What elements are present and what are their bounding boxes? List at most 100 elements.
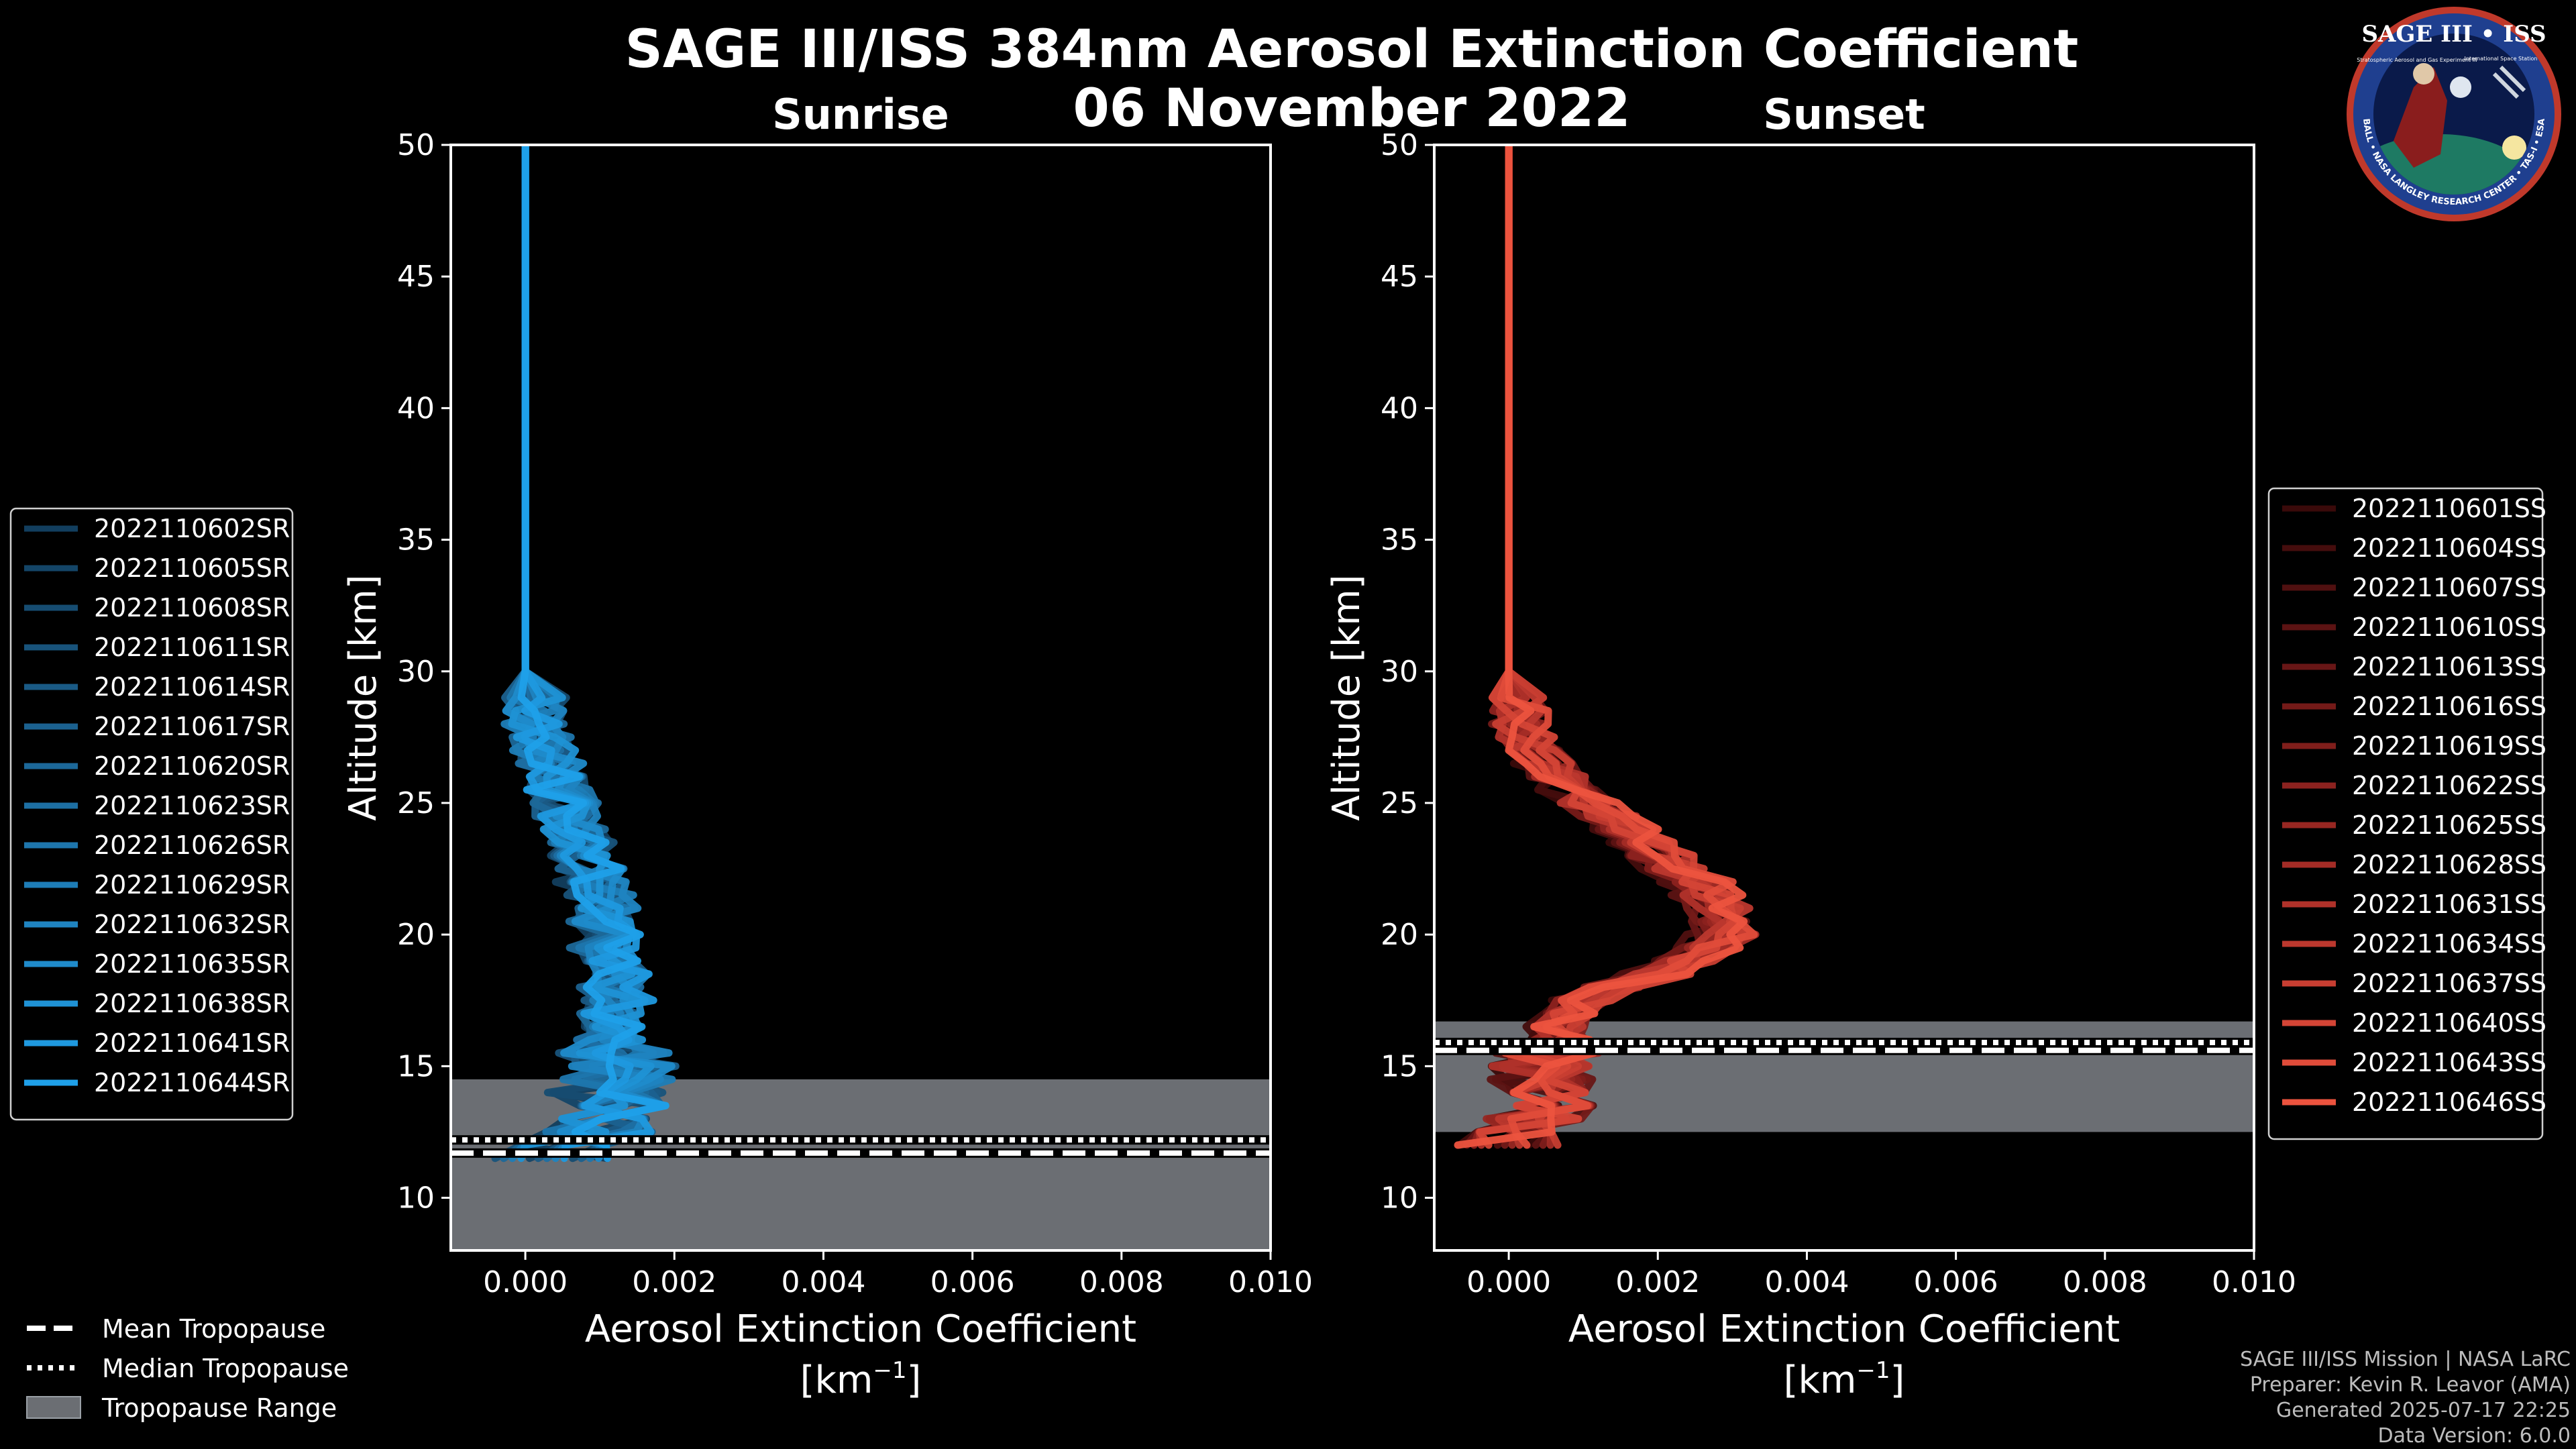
logo-figure-robe: [2394, 67, 2447, 168]
y-tick-label: 50: [1381, 128, 1418, 162]
profile-2022110646SS: [1454, 145, 1748, 1149]
x-tick-label: 0.010: [2212, 1265, 2296, 1299]
legend-entry-label: 2022110601SS: [2352, 494, 2546, 523]
credit-line: Generated 2025-07-17 22:25: [2276, 1399, 2571, 1422]
x-tick-label: 0.006: [930, 1265, 1015, 1299]
tropopause-range-swatch: [26, 1396, 81, 1419]
plot-frame: [449, 144, 1272, 1252]
y-tick-label: 45: [1381, 260, 1418, 294]
legend-entry-label: 2022110607SS: [2352, 573, 2546, 602]
legend-entry-label: 2022110637SS: [2352, 969, 2546, 998]
sunset-legend: 2022110601SS 2022110604SS 2022110607SS 2022…: [2267, 487, 2546, 1140]
credit-line: Preparer: Kevin R. Leavor (AMA): [2250, 1373, 2571, 1397]
panel-title: Sunrise: [772, 90, 949, 139]
x-tick-label: 0.010: [1228, 1265, 1313, 1299]
legend-entry-label: 2022110631SS: [2352, 890, 2546, 919]
logo-inner-text-right: International Space Station: [2465, 56, 2538, 62]
y-tick-label: 30: [397, 655, 435, 689]
y-tick-label: 25: [397, 786, 435, 820]
legend-entry-label: 2022110614SR: [94, 672, 290, 702]
y-tick-label: 20: [1381, 918, 1418, 952]
logo-figure-head: [2413, 63, 2434, 85]
tropopause-legend: Mean Tropopause Median Tropopause Tropopau…: [26, 1314, 349, 1423]
profile-2022110644SR: [517, 145, 669, 1163]
x-tick-label: 0.008: [1079, 1265, 1164, 1299]
legend-entry-label: 2022110602SR: [94, 514, 290, 543]
x-tick-label: 0.004: [1764, 1265, 1849, 1299]
y-tick-label: 40: [1381, 391, 1418, 425]
legend-entry-label: 2022110640SS: [2352, 1008, 2546, 1038]
units-exponent: −1: [873, 1357, 906, 1384]
legend-entry-label: 2022110632SR: [94, 910, 290, 939]
tropopause-legend-label: Mean Tropopause: [102, 1314, 325, 1344]
legend-entry-label: 2022110638SR: [94, 989, 290, 1018]
legend-entry-label: 2022110617SR: [94, 712, 290, 741]
legend-box: [9, 507, 294, 1121]
units-base: [km: [800, 1358, 873, 1402]
x-tick-label: 0.002: [632, 1265, 716, 1299]
legend-entry-label: 2022110613SS: [2352, 652, 2546, 682]
sunset-panel: 10 15 20 25 30 35 40 45 50 0.000 0.002 0.004 0.006 0.…: [1325, 90, 2296, 1402]
profile-2022110632SR: [521, 145, 673, 1163]
units-base: [km: [1784, 1358, 1857, 1402]
figure-title: SAGE III/ISS 384nm Aerosol Extinction Co…: [625, 19, 2079, 80]
legend-entry-label: 2022110628SS: [2352, 850, 2546, 879]
y-tick-label: 15: [397, 1049, 435, 1083]
x-axis-label: Aerosol Extinction Coefficient: [585, 1307, 1136, 1351]
legend-box: [2267, 487, 2544, 1140]
tropopause-legend-label: Tropopause Range: [101, 1393, 337, 1423]
x-tick-label: 0.002: [1615, 1265, 1700, 1299]
legend-entry-label: 2022110643SS: [2352, 1048, 2546, 1077]
profile-2022110635SR: [502, 145, 676, 1163]
legend-entry-label: 2022110622SS: [2352, 771, 2546, 800]
y-tick-label: 25: [1381, 786, 1418, 820]
legend-entry-label: 2022110625SS: [2352, 810, 2546, 840]
panel-title: Sunset: [1763, 90, 1925, 139]
legend-entry-label: 2022110644SR: [94, 1068, 290, 1097]
sage-iii-iss-logo: SAGE III • ISS BALL • NASA LANGLEY RESEA…: [2347, 7, 2561, 221]
credit-line: Data Version: 6.0.0: [2378, 1424, 2571, 1448]
legend-entry-label: 2022110623SR: [94, 791, 290, 820]
profile-2022110643SS: [1497, 145, 1758, 1149]
legend-entry-label: 2022110629SR: [94, 870, 290, 900]
credits-block: SAGE III/ISS Mission | NASA LaRC Prepare…: [2240, 1348, 2571, 1448]
units-close: ]: [907, 1358, 922, 1402]
tropopause-legend-label: Median Tropopause: [102, 1354, 349, 1383]
y-tick-label: 50: [397, 128, 435, 162]
y-tick-label: 40: [397, 391, 435, 425]
plot-frame: [1433, 144, 2255, 1252]
legend-entry-label: 2022110616SS: [2352, 692, 2546, 721]
legend-entry-label: 2022110608SR: [94, 593, 290, 623]
x-axis-units: [km−1]: [1784, 1357, 1905, 1402]
y-tick-label: 15: [1381, 1049, 1418, 1083]
legend-entry-label: 2022110635SR: [94, 949, 290, 979]
y-tick-label: 45: [397, 260, 435, 294]
logo-inner-text-left: Stratospheric Aerosol and Gas Experiment…: [2357, 57, 2477, 63]
profile-lines: [1454, 145, 1760, 1149]
logo-moon: [2450, 76, 2471, 98]
legend-entry-label: 2022110611SR: [94, 633, 290, 662]
y-tick-label: 35: [1381, 523, 1418, 557]
y-axis-label: Altitude [km]: [1325, 574, 1368, 820]
legend-entry-label: 2022110641SR: [94, 1028, 290, 1058]
x-axis-label: Aerosol Extinction Coefficient: [1568, 1307, 2120, 1351]
x-axis-units: [km−1]: [800, 1357, 922, 1402]
profile-2022110640SS: [1476, 145, 1738, 1149]
legend-entry-label: 2022110605SR: [94, 553, 290, 583]
logo-title: SAGE III • ISS: [2361, 21, 2546, 48]
y-tick-label: 10: [1381, 1181, 1418, 1216]
y-tick-label: 10: [397, 1181, 435, 1216]
legend-entry-label: 2022110646SS: [2352, 1087, 2546, 1117]
x-tick-label: 0.004: [781, 1265, 865, 1299]
credit-line: SAGE III/ISS Mission | NASA LaRC: [2240, 1348, 2571, 1371]
x-tick-label: 0.000: [1466, 1265, 1551, 1299]
units-exponent: −1: [1856, 1357, 1890, 1384]
legend-entry-label: 2022110626SR: [94, 830, 290, 860]
legend-entry-label: 2022110634SS: [2352, 929, 2546, 959]
x-tick-label: 0.000: [483, 1265, 568, 1299]
legend-entry-label: 2022110620SR: [94, 751, 290, 781]
y-tick-label: 35: [397, 523, 435, 557]
legend-entry-label: 2022110604SS: [2352, 533, 2546, 563]
x-tick-label: 0.008: [2063, 1265, 2147, 1299]
